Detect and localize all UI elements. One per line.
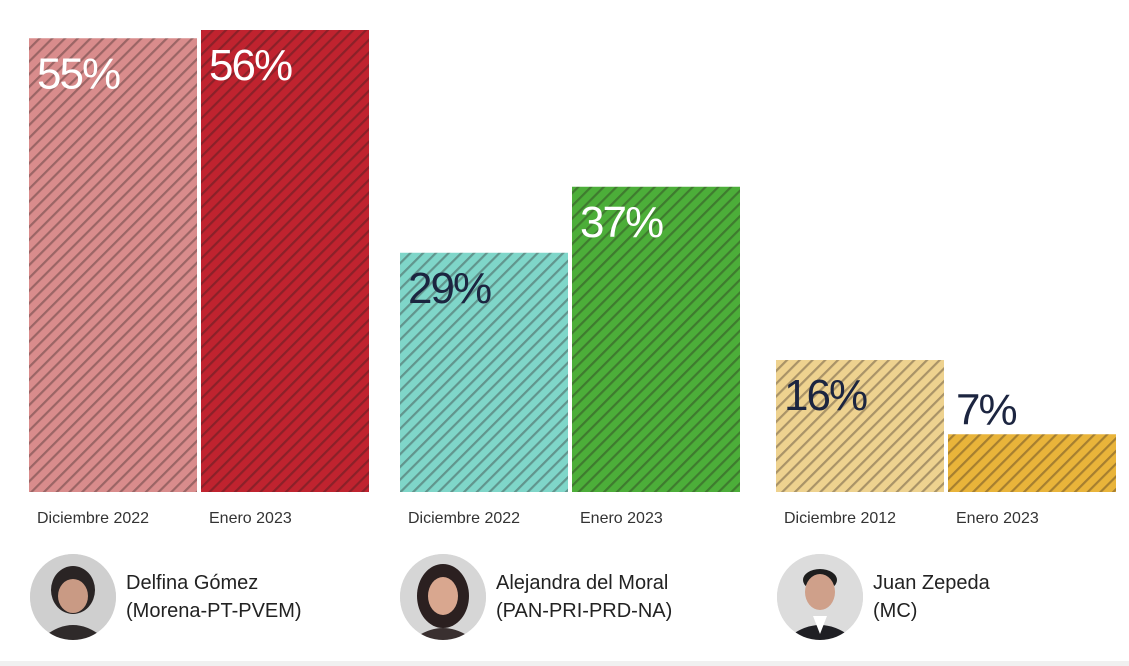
value-label: 7% — [956, 385, 1016, 434]
candidate-name: Alejandra del Moral — [496, 572, 669, 594]
person-photo-icon — [30, 554, 116, 640]
avatar — [30, 554, 116, 640]
bar-enero-3 — [948, 434, 1116, 492]
bar-enero-2 — [572, 186, 740, 492]
value-label: 55% — [37, 49, 120, 98]
period-label: Diciembre 2022 — [37, 510, 149, 527]
period-label: Enero 2023 — [209, 510, 292, 527]
avatar — [400, 554, 486, 640]
value-label: 37% — [580, 198, 663, 247]
candidate-party: (Morena-PT-PVEM) — [126, 600, 302, 622]
bar-diciembre-3 — [776, 360, 944, 492]
period-label: Enero 2023 — [956, 510, 1039, 527]
bottom-divider — [0, 661, 1129, 666]
avatar — [777, 554, 863, 640]
bar-chart: 55% 56% 29% 37% 16% 7% Diciembre 2022 Enero 20… — [29, 30, 1116, 527]
value-labels-layer: 55% 56% 29% 37% 16% 7% — [37, 41, 1018, 434]
bar-diciembre-1 — [29, 38, 197, 492]
period-labels-layer: Diciembre 2022 Enero 2023 Diciembre 2022 En… — [37, 510, 1039, 527]
candidate-juan: Juan Zepeda (MC) — [777, 552, 990, 642]
bars-layer — [29, 30, 1116, 492]
bar-diciembre-2 — [400, 252, 568, 492]
period-label: Enero 2023 — [580, 510, 663, 527]
candidate-alejandra: Alejandra del Moral (PAN-PRI-PRD-NA) — [400, 552, 672, 642]
candidate-party: (MC) — [873, 600, 918, 622]
person-photo-icon — [400, 554, 486, 640]
candidate-delfina: Delfina Gómez (Morena-PT-PVEM) — [30, 552, 302, 642]
period-label: Diciembre 2022 — [408, 510, 520, 527]
candidate-name: Juan Zepeda — [873, 572, 990, 594]
bar-enero-1 — [201, 30, 369, 492]
person-photo-icon — [777, 554, 863, 640]
value-label: 16% — [784, 371, 867, 420]
value-label: 56% — [209, 41, 292, 90]
candidate-party: (PAN-PRI-PRD-NA) — [496, 600, 673, 622]
value-label: 29% — [408, 264, 491, 313]
candidate-name: Delfina Gómez — [126, 572, 259, 594]
period-label: Diciembre 2012 — [784, 510, 896, 527]
